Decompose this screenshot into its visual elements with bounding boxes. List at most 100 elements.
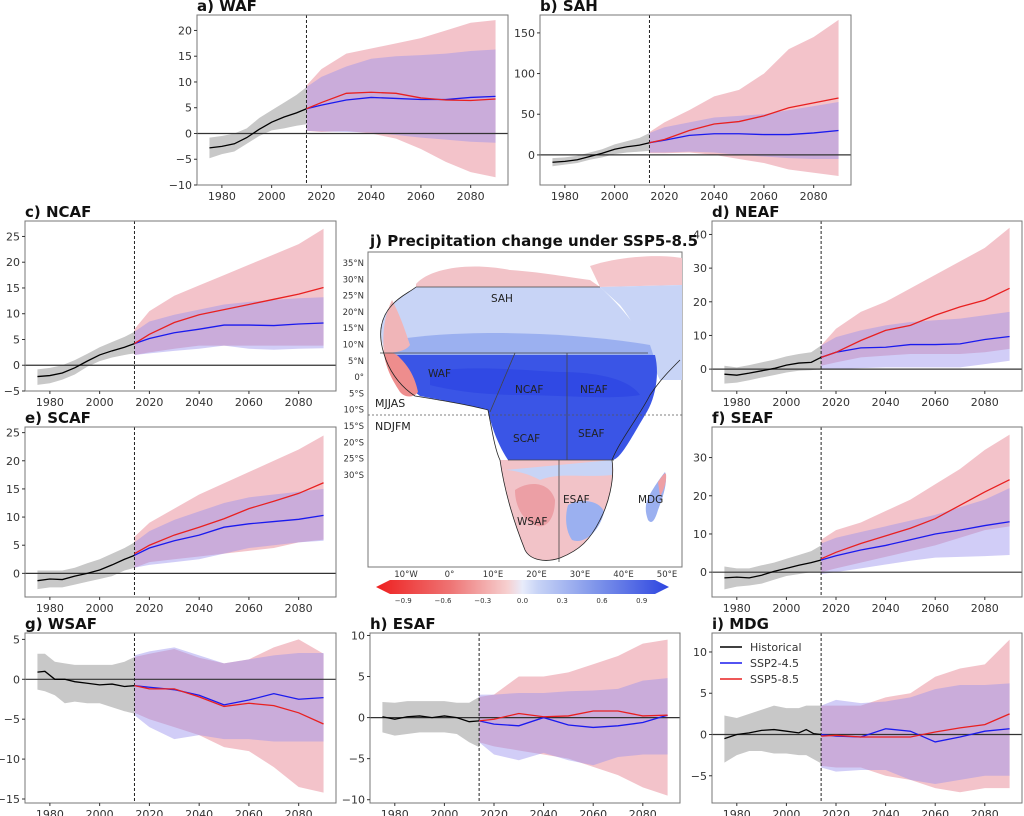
x-tick-label: 1980 <box>36 602 64 615</box>
colorbar-tick-label: −0.3 <box>474 597 491 605</box>
x-tick-label: 1980 <box>723 808 751 816</box>
ssp585-line <box>134 286 324 345</box>
panel-f: f) SEAF 1980 2000 2020 2040 2060 2080 0 10 20 30 <box>693 409 1023 615</box>
y-tick-label: −15 <box>0 793 20 806</box>
lat-tick-label: 15°S <box>344 422 364 432</box>
ssp585-line <box>820 479 1010 560</box>
y-tick-label: 5 <box>13 633 20 646</box>
y-tick-label: 25 <box>6 427 20 440</box>
lat-tick-label: 5°S <box>349 389 364 399</box>
lon-tick-label: 10°W <box>394 570 418 580</box>
y-tick-label: 0 <box>13 359 20 372</box>
y-tick-label: −5 <box>176 153 192 166</box>
x-tick-label: 2020 <box>822 396 850 409</box>
ssp245-band <box>306 49 496 143</box>
map-southern-blue-band <box>505 460 612 480</box>
colorbar-tick-label: 0.3 <box>557 597 568 605</box>
x-tick-label: 2040 <box>185 808 213 816</box>
y-tick-label: 50 <box>521 108 535 121</box>
x-tick-label: 2060 <box>750 190 778 203</box>
y-tick-label: 0 <box>528 149 535 162</box>
x-tick-label: 2060 <box>579 808 607 816</box>
legend-label: SSP5-8.5 <box>750 673 799 686</box>
y-tick-label: 0 <box>13 673 20 686</box>
panel-c: c) NCAF 1980 2000 2020 2040 2060 2080 −5 0 5 10 15 2… <box>4 203 337 409</box>
axes-frame <box>24 426 337 598</box>
ssp585-line <box>649 97 839 144</box>
colorbar-tick-label: 0.6 <box>596 597 608 605</box>
historical-band <box>382 697 480 748</box>
lon-tick-label: 50°E <box>657 570 677 580</box>
region-label-sah: SAH <box>491 293 513 305</box>
lon-tick-label: 0° <box>445 570 455 580</box>
colorbar: −0.9 −0.6 −0.3 0.0 0.3 0.6 0.9 <box>376 580 669 605</box>
lat-tick-label: 25°S <box>344 455 364 465</box>
y-tick-label: 30 <box>693 452 707 465</box>
x-tick-label: 2040 <box>185 602 213 615</box>
ssp245-band <box>134 488 324 568</box>
y-tick-label: −5 <box>4 385 20 398</box>
lon-tick-label: 30°E <box>570 570 590 580</box>
ssp585-band <box>134 435 324 568</box>
ssp245-line <box>306 95 496 110</box>
panel-title: f) SEAF <box>712 409 774 427</box>
lat-tick-label: 20°N <box>343 308 364 318</box>
ssp245-band <box>821 311 1010 370</box>
y-tick-label: 15 <box>6 282 20 295</box>
region-label-seaf: SEAF <box>578 428 605 440</box>
panel-title: c) NCAF <box>25 203 91 221</box>
legend-label: Historical <box>750 641 802 654</box>
lat-tick-label: 5°N <box>348 357 364 367</box>
map-west-coast-north <box>383 300 410 354</box>
panel-i: i) MDG 1980 2000 2020 2040 2060 2080 −5 0 5 10 Hist… <box>691 615 1023 816</box>
region-label-mdg: MDG <box>638 494 663 506</box>
axes-frame <box>539 14 852 186</box>
panel-title: b) SAH <box>540 0 598 15</box>
y-tick-label: 10 <box>178 76 192 89</box>
y-tick-label: −10 <box>0 753 20 766</box>
y-tick-label: 5 <box>358 671 365 684</box>
region-label-wsaf: WSAF <box>517 516 547 528</box>
panel-title: d) NEAF <box>712 203 779 221</box>
axes-frame <box>196 14 509 186</box>
x-tick-label: 1980 <box>551 190 579 203</box>
x-tick-label: 2000 <box>772 808 800 816</box>
historical-band <box>209 87 307 159</box>
y-tick-label: 10 <box>693 646 707 659</box>
x-tick-label: 2000 <box>86 602 114 615</box>
lon-tick-label: 10°E <box>483 570 503 580</box>
ssp585-band <box>134 228 324 355</box>
x-tick-label: 2000 <box>258 190 286 203</box>
panel-title: h) ESAF <box>370 615 436 633</box>
ssp245-band <box>134 297 324 355</box>
historical-line <box>552 142 650 163</box>
y-tick-label: 100 <box>514 68 535 81</box>
map-equatorial-core <box>430 368 640 398</box>
ssp585-line <box>134 685 324 725</box>
y-tick-label: 0 <box>185 127 192 140</box>
ssp585-band <box>134 639 324 793</box>
season-label-north: MJJAS <box>375 397 405 410</box>
axes-frame <box>711 220 1023 392</box>
x-tick-label: 1980 <box>208 190 236 203</box>
ssp585-line <box>821 713 1010 738</box>
y-tick-label: 5 <box>185 102 192 115</box>
x-tick-label: 2040 <box>357 190 385 203</box>
historical-band <box>724 345 822 384</box>
ssp245-line <box>820 335 1010 358</box>
y-tick-label: 5 <box>700 687 707 700</box>
map-west-africa-coast <box>384 352 418 397</box>
x-tick-label: 1980 <box>723 396 751 409</box>
x-tick-label: 2000 <box>601 190 629 203</box>
ssp585-line <box>479 710 668 722</box>
ssp245-band <box>134 647 324 742</box>
x-tick-label: 2040 <box>700 190 728 203</box>
panel-d: d) NEAF 1980 2000 2020 2040 2060 2080 0 10 20 30 40 <box>693 203 1023 409</box>
map-wsaf-core <box>515 484 555 527</box>
y-tick-label: 20 <box>178 24 192 37</box>
panel-h: h) ESAF 1980 2000 2020 2040 2060 2080 −10 −5 0 5 10 <box>342 615 681 816</box>
x-tick-label: 2020 <box>480 808 508 816</box>
x-tick-label: 2080 <box>971 808 999 816</box>
x-tick-label: 2080 <box>285 396 313 409</box>
colorbar-tick-label: 0.0 <box>517 597 528 605</box>
